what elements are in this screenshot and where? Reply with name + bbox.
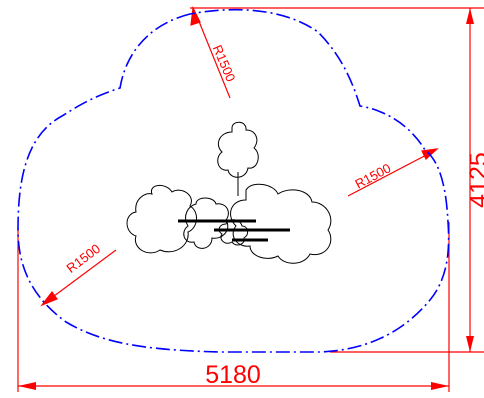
width-dimension-label: 5180 xyxy=(205,361,261,389)
height-arrow-top xyxy=(466,8,474,24)
radius-leader-top xyxy=(195,13,231,99)
radius-label-right: R1500 xyxy=(352,160,393,191)
height-dimension-label: 4125 xyxy=(465,152,484,208)
tree-canopy-right xyxy=(230,183,332,264)
tree-canopy-center xyxy=(218,219,249,246)
radius-leader-left xyxy=(45,249,117,303)
radius-label-top: R1500 xyxy=(210,43,239,84)
tree-canopy-mid xyxy=(183,197,229,249)
dimension-arrowheads xyxy=(18,8,474,390)
radius-leader-right xyxy=(347,151,433,197)
height-arrow-bottom xyxy=(466,336,474,352)
radius-arrow-top xyxy=(190,5,201,26)
bench-bars xyxy=(178,219,290,242)
dimensions xyxy=(17,7,484,392)
play-equipment-symbol xyxy=(126,121,332,264)
radius-label-left: R1500 xyxy=(63,241,103,276)
width-arrow-left xyxy=(18,382,36,390)
width-arrow-right xyxy=(431,382,449,390)
tree-canopy-left xyxy=(126,185,197,254)
radius-leaders xyxy=(40,5,439,307)
tree-canopy-small xyxy=(217,121,259,178)
play-area-boundary xyxy=(17,8,450,353)
radius-arrow-left xyxy=(40,290,58,307)
